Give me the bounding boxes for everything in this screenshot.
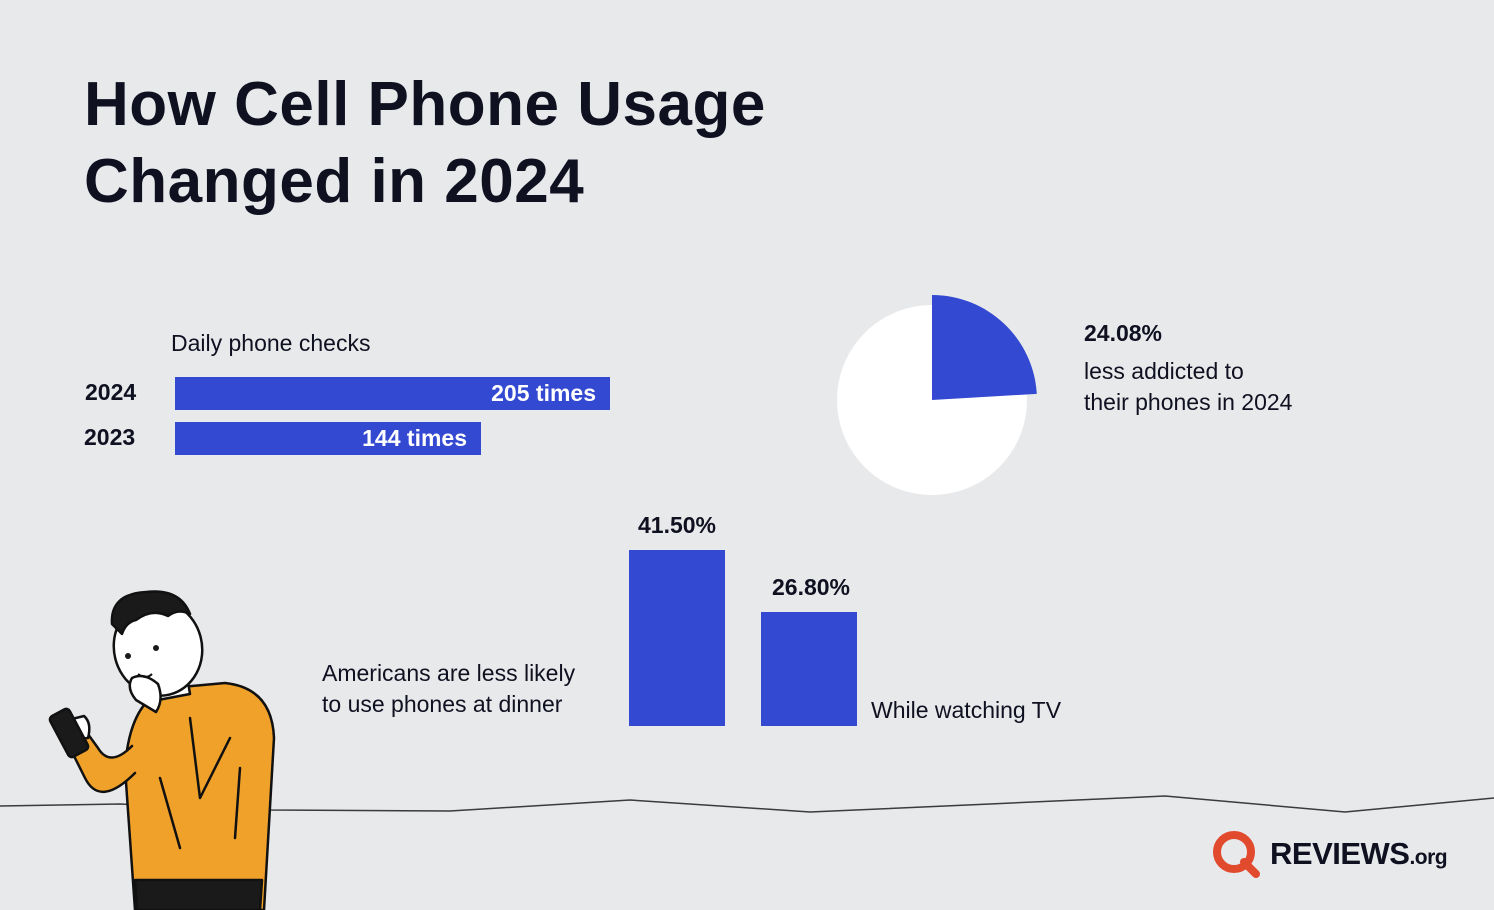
pie-slice-less-addicted [932,295,1037,400]
dinner-caption: Americans are less likely to use phones … [322,658,575,720]
bar-dinner-value: 41.50% [637,512,716,538]
dinner-caption-line-1: Americans are less likely [322,660,576,686]
dinner-caption-line-2: to use phones at dinner [322,691,563,717]
title-line-1: How Cell Phone Usage [84,70,766,139]
pie-value-label: 24.08% [1084,320,1163,346]
page-title: How Cell Phone Usage Changed in 2024 [84,66,766,220]
title-line-2: Changed in 2024 [84,147,585,216]
bar-2024: 205 times [175,377,610,410]
reviews-logo-icon [1213,831,1260,878]
tv-label: While watching TV [871,697,1062,723]
brand-name-main: REVIEWS [1270,836,1410,871]
pie-text-line-1: less addicted to [1084,358,1244,384]
chart-title: Daily phone checks [171,330,371,356]
person-illustration [48,590,276,910]
pie-text-line-2: their phones in 2024 [1084,389,1293,415]
category-label-2024: 2024 [85,379,137,405]
brand-name: REVIEWS.org [1270,836,1448,872]
category-label-2023: 2023 [84,424,136,450]
bar-tv [761,612,857,726]
pie-description: less addicted to their phones in 2024 [1084,356,1292,418]
brand-name-suffix: .org [1409,846,1448,869]
addiction-pie-chart [837,295,1037,495]
bar-2023: 144 times [175,422,481,455]
bar-dinner [629,550,725,726]
bar-tv-value: 26.80% [771,574,850,600]
